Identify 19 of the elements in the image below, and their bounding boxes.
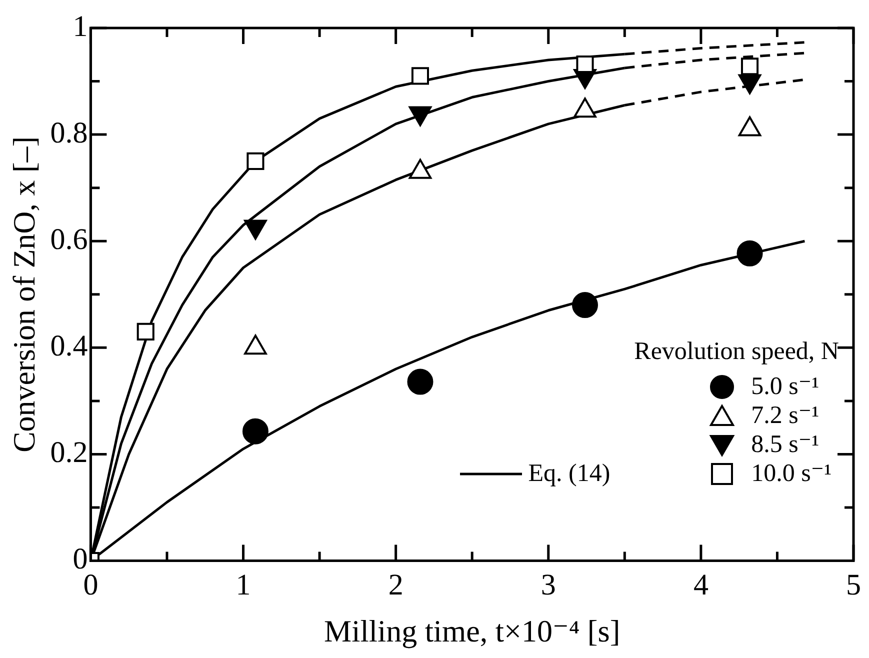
legend-label: Eq. (14)	[528, 459, 610, 488]
legend-label: 7.2 s⁻¹	[751, 401, 820, 430]
y-tick-label: 0.6	[50, 222, 88, 256]
x-tick-label: 3	[540, 568, 556, 602]
legend-title: Revolution speed, N	[634, 337, 839, 366]
y-tick-label: 0.2	[50, 436, 88, 470]
legend-label: 10.0 s⁻¹	[751, 459, 832, 488]
x-tick-label: 5	[846, 568, 861, 602]
y-tick-label: 0	[72, 542, 88, 576]
y-tick-label: 0.4	[50, 330, 88, 363]
x-axis-title: Milling time, t×10⁻⁴ [s]	[324, 614, 620, 649]
legend-label: 5.0 s⁻¹	[751, 372, 820, 401]
x-tick-label: 1	[236, 568, 251, 602]
y-tick-label: 0.8	[50, 116, 88, 150]
legend-label: 8.5 s⁻¹	[751, 430, 820, 459]
x-tick-label: 4	[693, 568, 708, 602]
y-axis-title: Conversion of ZnO, x [–]	[6, 136, 42, 452]
x-tick-label: 2	[388, 568, 404, 602]
y-tick-label: 1	[72, 10, 88, 43]
